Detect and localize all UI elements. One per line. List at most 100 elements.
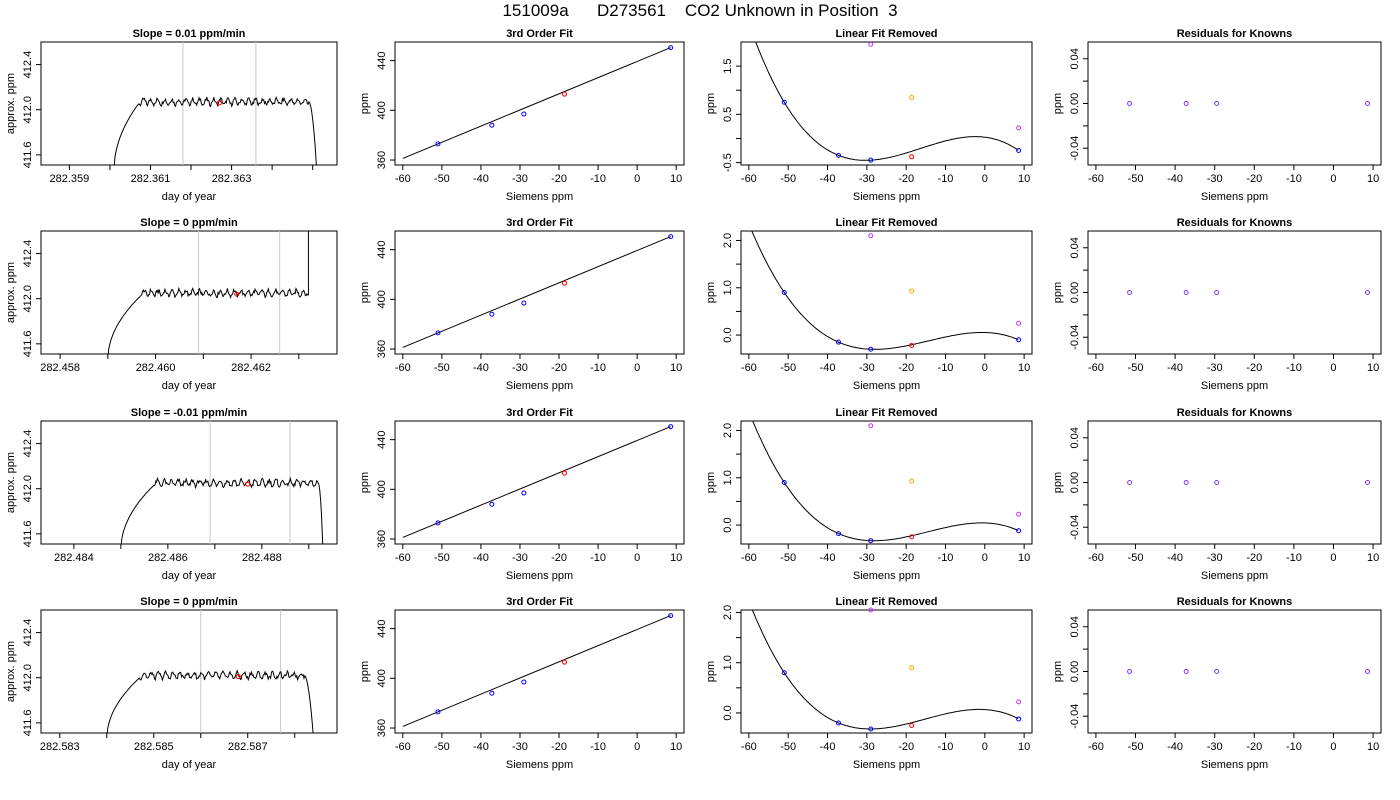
residuals-x-tick-label: 10 — [1367, 362, 1379, 374]
time-series-y-tick-label: 412.4 — [22, 51, 34, 79]
linear-removed-y-tick-label: 1.0 — [722, 655, 734, 670]
residual-point — [1127, 101, 1133, 106]
magenta-point — [1016, 320, 1022, 326]
residual-point — [1214, 290, 1220, 295]
known-standard-point — [868, 538, 874, 544]
residuals-x-axis-label: Siemens ppm — [1201, 570, 1268, 582]
known-standard-point — [521, 111, 527, 117]
fit-x-tick-label: -60 — [395, 173, 411, 185]
linear-removed-y-tick-label: 2.0 — [722, 233, 734, 248]
residuals-x-tick-label: -50 — [1128, 362, 1144, 374]
fit-x-tick-label: 0 — [634, 173, 640, 185]
residuals-x-tick-label: 0 — [1330, 362, 1336, 374]
residuals-x-tick-label: 0 — [1330, 741, 1336, 753]
time-series-y-axis-label: approx. ppm — [5, 73, 17, 134]
linear-removed-x-tick-label: 10 — [1018, 552, 1030, 564]
residuals-x-tick-label: 10 — [1367, 173, 1379, 185]
known-standard-point — [489, 311, 495, 317]
linear-removed-x-tick-label: -30 — [859, 741, 875, 753]
fit-y-tick-label: 400 — [376, 480, 388, 498]
fit-x-tick-label: -40 — [473, 173, 489, 185]
fit-curve — [402, 426, 671, 538]
known-standard-point — [435, 141, 441, 147]
orange-point — [909, 288, 915, 294]
known-standard-point — [781, 670, 787, 676]
fit-x-tick-label: -60 — [395, 741, 411, 753]
time-series-plot-frame — [40, 41, 338, 166]
residuals-x-tick-label: -40 — [1167, 362, 1183, 374]
fit-x-tick-label: 10 — [670, 552, 682, 564]
known-standard-point — [521, 300, 527, 306]
linear-removed-x-tick-label: -10 — [938, 362, 954, 374]
linear-removed-x-tick-label: -10 — [938, 741, 954, 753]
time-series-x-tick-label: 282.462 — [231, 362, 271, 374]
residual-point — [1127, 669, 1133, 674]
fit-panel: 3rd Order Fit Siemens ppm ppm -60 -50 -40 -30 -… — [359, 28, 685, 203]
time-series-plot-frame — [40, 420, 338, 545]
residuals-y-tick-label: -0.04 — [1069, 704, 1081, 729]
linear-removed-plot-frame — [740, 230, 1033, 355]
residual-curve — [751, 231, 1019, 350]
residuals-x-tick-label: -30 — [1207, 741, 1223, 753]
linear-removed-x-tick-label: -30 — [859, 552, 875, 564]
fit-title: 3rd Order Fit — [506, 28, 573, 40]
linear-removed-title: Linear Fit Removed — [835, 217, 937, 229]
fit-curve — [402, 615, 671, 727]
time-series-y-tick-label: 411.6 — [22, 709, 34, 736]
known-standard-point — [836, 152, 842, 158]
known-standard-point — [1016, 528, 1022, 534]
fit-x-tick-label: 0 — [634, 362, 640, 374]
residuals-y-tick-label: 0.00 — [1069, 93, 1081, 114]
residual-point — [1365, 669, 1371, 674]
linear-removed-y-tick-label: 2.0 — [722, 423, 734, 438]
residuals-x-tick-label: -40 — [1167, 173, 1183, 185]
residuals-x-tick-label: -30 — [1207, 173, 1223, 185]
time-series-x-tick-label: 282.359 — [50, 173, 90, 185]
residual-point — [1365, 290, 1371, 295]
linear-removed-y-axis-label: ppm — [705, 472, 717, 493]
known-standard-point — [435, 709, 441, 715]
residual-point — [1127, 290, 1133, 295]
residuals-x-tick-label: -10 — [1286, 173, 1302, 185]
known-standard-point — [836, 720, 842, 726]
linear-removed-x-tick-label: -60 — [741, 741, 757, 753]
linear-removed-y-axis-label: ppm — [705, 282, 717, 303]
position-label: CO2 Unknown in Position 3 — [684, 1, 898, 20]
known-standard-point — [781, 99, 787, 105]
linear-removed-y-axis-label: ppm — [705, 93, 717, 114]
fit-x-tick-label: -40 — [473, 362, 489, 374]
fit-curve — [402, 47, 671, 159]
linear-removed-panel: Linear Fit Removed Siemens ppm ppm -60 -50 -4… — [705, 28, 1033, 203]
time-series-y-tick-label: 411.6 — [22, 141, 34, 168]
fit-x-tick-label: -40 — [473, 741, 489, 753]
linear-removed-x-tick-label: -20 — [898, 362, 914, 374]
residuals-x-tick-label: 10 — [1367, 552, 1379, 564]
time-series-x-tick-label: 282.361 — [131, 173, 171, 185]
unknown-sample-point — [561, 91, 567, 97]
known-standard-point — [1016, 148, 1022, 154]
linear-removed-y-tick-label: 0.0 — [722, 517, 734, 532]
analyzer-trace — [107, 231, 309, 354]
residuals-y-tick-label: 0.00 — [1069, 472, 1081, 493]
unknown-sample-point — [235, 674, 241, 680]
time-series-x-axis-label: day of year — [162, 380, 217, 392]
known-standard-point — [836, 339, 842, 345]
residuals-x-tick-label: -20 — [1246, 552, 1262, 564]
known-standard-point — [668, 424, 674, 430]
residuals-x-tick-label: -50 — [1128, 741, 1144, 753]
time-series-y-tick-label: 411.6 — [22, 330, 34, 357]
known-standard-point — [668, 45, 674, 51]
magenta-point — [868, 607, 874, 613]
magenta-point — [1016, 699, 1022, 705]
magenta-point — [868, 233, 874, 239]
unknown-sample-point — [561, 659, 567, 665]
fit-x-tick-label: 10 — [670, 173, 682, 185]
linear-removed-y-tick-label: 0.0 — [722, 327, 734, 342]
linear-removed-plot-frame — [740, 420, 1033, 545]
residuals-panel: Residuals for Knowns Siemens ppm ppm -60 -50… — [1052, 596, 1382, 771]
fit-plot-frame — [394, 41, 685, 166]
magenta-point — [868, 41, 874, 47]
fit-x-tick-label: 0 — [634, 741, 640, 753]
fit-x-tick-label: -20 — [551, 741, 567, 753]
